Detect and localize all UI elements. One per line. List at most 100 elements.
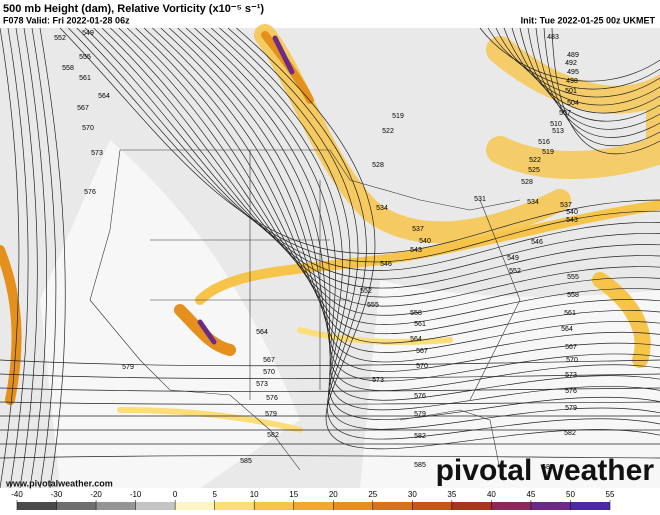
contour-line (39, 27, 66, 489)
contour-label: 570 (416, 363, 428, 370)
contour-label: 525 (528, 167, 540, 174)
contour-label: 540 (419, 238, 431, 245)
colorbar-tick-label: 25 (368, 490, 377, 499)
contour-label: 570 (82, 125, 94, 132)
contour-line (487, 27, 660, 90)
contour-line (543, 27, 660, 146)
contour-labels: 5495525555585615645675705735765195225285… (54, 30, 579, 471)
contour-line (202, 27, 660, 411)
contour-line (495, 27, 660, 98)
contour-label: 507 (559, 110, 571, 117)
contour-line (535, 27, 660, 138)
contour-label: 576 (84, 189, 96, 196)
contour-label: 564 (410, 336, 422, 343)
contour-label: 573 (91, 150, 103, 157)
valid-time: F078 Valid: Fri 2022-01-28 06z (3, 15, 130, 25)
contour-label: 522 (529, 157, 541, 164)
contour-line (227, 27, 660, 440)
borders (89, 149, 521, 471)
contour-label: 582 (267, 432, 279, 439)
contour-label: 537 (560, 202, 572, 209)
colorbar-tick-label: 10 (250, 490, 259, 499)
colorbar-swatch (333, 502, 373, 510)
colorbar-tick-label: 5 (212, 490, 217, 499)
contour-label: 558 (62, 65, 74, 72)
colorbar-tick-label: -10 (130, 490, 142, 499)
contour-label: 579 (265, 411, 277, 418)
contour-label: 510 (550, 121, 562, 128)
contour-label: 546 (531, 239, 543, 246)
colorbar-swatch (451, 502, 492, 510)
contour-line (15, 27, 38, 489)
contour-line (0, 373, 660, 379)
contour-label: 558 (567, 292, 579, 299)
height-contours (0, 27, 660, 489)
colorbar-tick-label: 0 (173, 490, 178, 499)
contour-label: 552 (54, 35, 66, 42)
contour-line (59, 27, 660, 254)
contour-label: 573 (565, 372, 577, 379)
watermark: pivotal weather (436, 454, 655, 487)
contour-line (551, 27, 660, 155)
contour-label: 516 (538, 139, 550, 146)
contour-line (7, 27, 29, 489)
contour-label: 564 (256, 329, 268, 336)
contour-label: 549 (507, 255, 519, 262)
contour-line (479, 27, 660, 82)
light-regions (40, 140, 660, 488)
colorbar: -40 -30 -20 -10 0 5 10 15 20 25 30 35 40 45 50 55 (11, 490, 615, 510)
colorbar-swatch (135, 502, 176, 510)
contour-label: 570 (263, 369, 275, 376)
colorbar-tick-label: 45 (526, 490, 535, 499)
colorbar-tick-label: -20 (90, 490, 102, 499)
contour-label: 576 (266, 395, 278, 402)
contour-label: 540 (566, 209, 578, 216)
contour-label: 528 (521, 179, 533, 186)
contour-line (68, 27, 660, 263)
contour-label: 579 (414, 411, 426, 418)
contour-label: 570 (566, 357, 578, 364)
colorbar-swatch (214, 502, 255, 510)
contour-label: 522 (382, 128, 394, 135)
contour-label: 558 (410, 310, 422, 317)
init-time: Init: Tue 2022-01-25 00z UKMET (521, 15, 656, 25)
contour-line (0, 359, 660, 367)
colorbar-swatch (254, 502, 294, 510)
contour-line (23, 27, 47, 489)
contour-label: 585 (240, 458, 252, 465)
contour-label: 489 (567, 52, 579, 59)
contour-label: 561 (414, 321, 426, 328)
contour-label: 528 (372, 162, 384, 169)
colorbar-tick-label: 20 (329, 490, 338, 499)
colorbar-tick-label: 35 (447, 490, 456, 499)
contour-label: 582 (564, 430, 576, 437)
colorbar-tick-label: 30 (408, 490, 417, 499)
contour-label: 561 (564, 310, 576, 317)
contour-label: 579 (565, 405, 577, 412)
url: www.pivotalweather.com (5, 478, 113, 488)
contour-label: 546 (380, 261, 392, 268)
contour-label: 567 (77, 105, 89, 112)
contour-label: 582 (414, 433, 426, 440)
contour-label: 576 (565, 388, 577, 395)
colorbar-swatch (412, 502, 452, 510)
contour-label: 579 (122, 364, 134, 371)
contour-label: 564 (98, 93, 110, 100)
contour-line (511, 27, 660, 114)
contour-line (31, 27, 57, 489)
contour-line (503, 27, 660, 106)
contour-line (0, 27, 20, 489)
contour-label: 552 (360, 288, 372, 295)
title: 500 mb Height (dam), Relative Vorticity … (3, 3, 264, 15)
colorbar-tick-label: -30 (51, 490, 63, 499)
contour-label: 549 (82, 30, 94, 37)
contour-line (219, 27, 660, 430)
colorbar-tick-label: 15 (289, 490, 298, 499)
colorbar-tick-label: -40 (11, 490, 23, 499)
contour-label: 573 (256, 381, 268, 388)
contour-line (143, 27, 660, 344)
contour-line (84, 27, 660, 280)
contour-label: 531 (474, 196, 486, 203)
contour-label: 585 (414, 462, 426, 469)
contour-label: 573 (372, 377, 384, 384)
